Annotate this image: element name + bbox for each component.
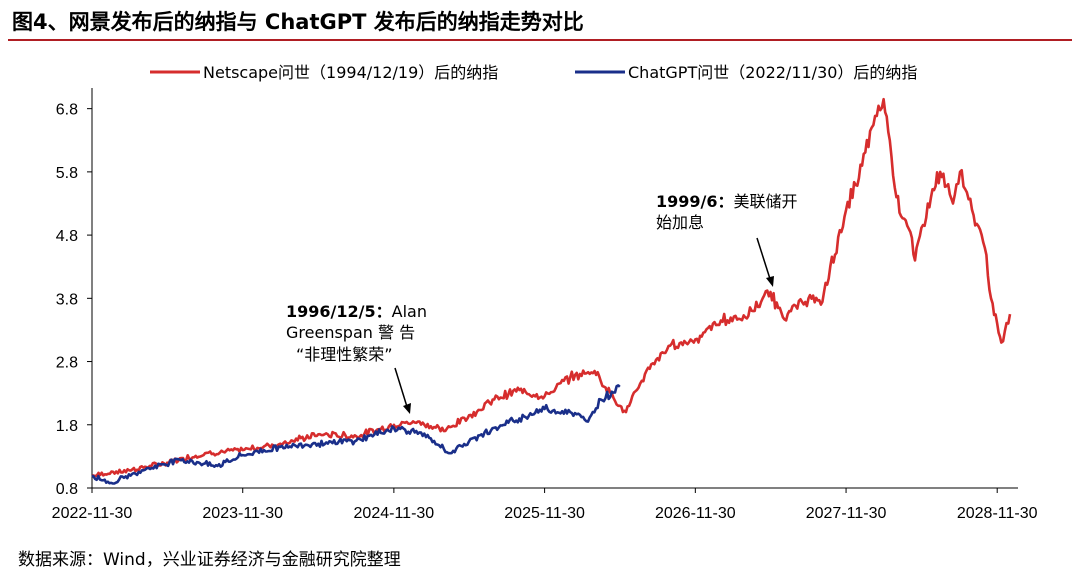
annotation-arrowhead-greenspan (403, 403, 411, 414)
y-tick-label: 5.8 (56, 165, 78, 182)
annotation-arrow-greenspan (394, 367, 409, 411)
annotation-greenspan-line1: 1996/12/5：Alan (286, 302, 427, 321)
source-note: 数据来源：Wind，兴业证券经济与金融研究院整理 (18, 550, 401, 570)
x-tick-label: 2028-11-30 (957, 505, 1038, 522)
y-tick-label: 3.8 (56, 291, 78, 308)
legend: Netscape问世（1994/12/19）后的纳指 ChatGPT问世（2022… (150, 63, 917, 82)
x-tick-label: 2023-11-30 (202, 505, 283, 522)
title-divider (8, 39, 1072, 41)
annotation-greenspan-line3: “非理性繁荣” (296, 345, 393, 364)
y-tick-label: 6.8 (56, 102, 78, 119)
series-line-netscape (91, 97, 1012, 478)
annotations: 1996/12/5：Alan Greenspan 警 告 “非理性繁荣” 1999/6… (286, 192, 798, 414)
y-tick-label: 2.8 (56, 355, 78, 372)
x-tick-label: 2022-11-30 (52, 505, 133, 522)
series-line-chatgpt (91, 384, 621, 485)
legend-label: ChatGPT问世（2022/11/30）后的纳指 (628, 63, 917, 82)
x-tick-label: 2024-11-30 (354, 505, 435, 522)
annotation-fed-line1: 1999/6：美联储开 (656, 192, 798, 211)
x-tick-label: 2026-11-30 (655, 505, 736, 522)
line-chart: Netscape问世（1994/12/19）后的纳指 ChatGPT问世（2022… (52, 63, 1038, 522)
annotation-arrowhead-fed (766, 276, 774, 287)
figure-title: 图4、网景发布后的纳指与 ChatGPT 发布后的纳指走势对比 (12, 10, 584, 34)
y-tick-label: 4.8 (56, 228, 78, 245)
x-tick-label: 2025-11-30 (504, 505, 585, 522)
y-tick-label: 1.8 (56, 418, 78, 435)
x-tick-label: 2027-11-30 (806, 505, 887, 522)
axes: 0.8 1.8 2.8 3.8 4.8 5.8 6.8 2022-11-30 2023-11-3… (52, 88, 1038, 522)
annotation-fed-line2: 始加息 (656, 213, 704, 232)
series-lines (91, 97, 1012, 485)
annotation-arrow-fed (756, 237, 772, 283)
legend-label: Netscape问世（1994/12/19）后的纳指 (203, 63, 498, 82)
annotation-greenspan-line2: Greenspan 警 告 (286, 323, 415, 342)
y-tick-label: 0.8 (56, 481, 78, 498)
